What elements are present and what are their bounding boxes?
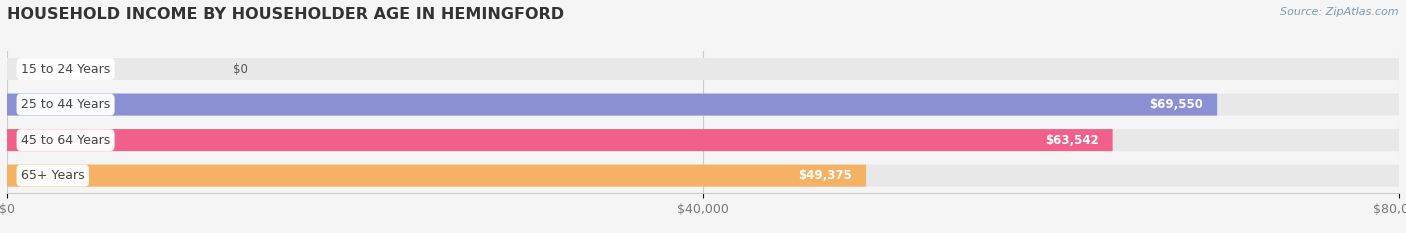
FancyBboxPatch shape — [7, 129, 1399, 151]
Text: 45 to 64 Years: 45 to 64 Years — [21, 134, 110, 147]
Text: 65+ Years: 65+ Years — [21, 169, 84, 182]
FancyBboxPatch shape — [7, 93, 1218, 116]
Text: 25 to 44 Years: 25 to 44 Years — [21, 98, 110, 111]
Text: 15 to 24 Years: 15 to 24 Years — [21, 62, 110, 75]
Text: $63,542: $63,542 — [1045, 134, 1098, 147]
FancyBboxPatch shape — [7, 164, 1399, 187]
Text: HOUSEHOLD INCOME BY HOUSEHOLDER AGE IN HEMINGFORD: HOUSEHOLD INCOME BY HOUSEHOLDER AGE IN H… — [7, 7, 564, 22]
Text: $0: $0 — [233, 62, 247, 75]
FancyBboxPatch shape — [7, 164, 866, 187]
Text: $69,550: $69,550 — [1149, 98, 1204, 111]
FancyBboxPatch shape — [7, 93, 1399, 116]
Text: Source: ZipAtlas.com: Source: ZipAtlas.com — [1281, 7, 1399, 17]
Text: $49,375: $49,375 — [799, 169, 852, 182]
FancyBboxPatch shape — [7, 129, 1112, 151]
FancyBboxPatch shape — [7, 58, 1399, 80]
